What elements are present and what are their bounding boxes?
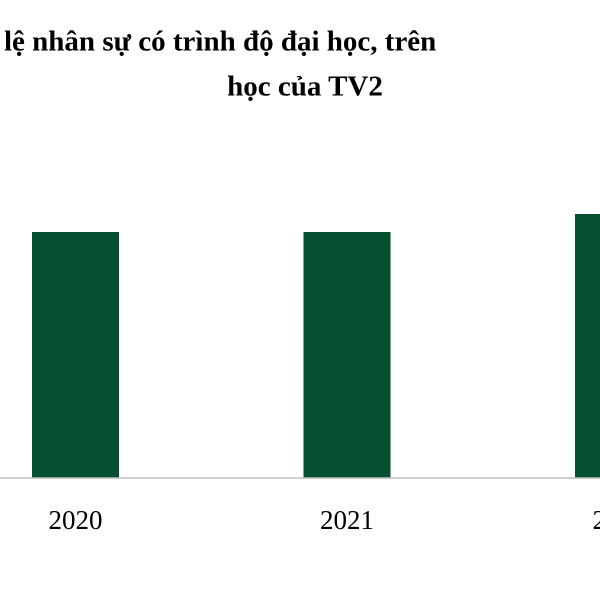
bar	[32, 232, 119, 478]
chart-title: lệ nhân sự có trình độ đại học, trên	[4, 26, 436, 58]
chart-title: học của TV2	[227, 71, 383, 103]
x-tick-label: 2021	[320, 505, 374, 535]
bar	[303, 232, 391, 478]
x-tick-label: 2	[593, 505, 600, 535]
bar	[575, 214, 600, 478]
x-tick-label: 2020	[49, 505, 103, 535]
